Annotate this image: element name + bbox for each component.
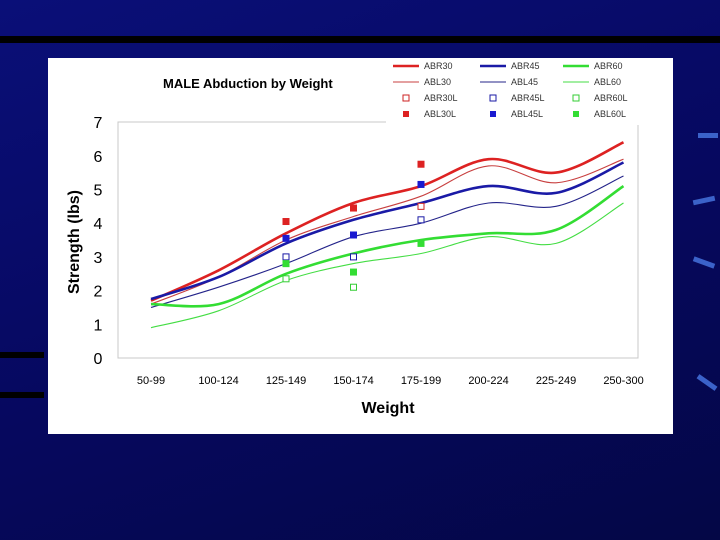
legend-label: ABL30L	[424, 109, 456, 119]
background-accent	[692, 256, 716, 269]
series-lines	[150, 141, 625, 329]
legend-label: ABL45L	[511, 109, 543, 119]
marker-abr45l	[282, 253, 290, 261]
y-tick-label: 0	[94, 351, 103, 368]
series-line-abr45	[150, 161, 625, 301]
legend-swatch	[402, 94, 410, 102]
marker-abr45l	[350, 253, 357, 261]
legend-label: ABR30L	[424, 93, 458, 103]
marker-abl30l	[282, 218, 290, 226]
background-accent	[698, 133, 718, 138]
legend-label: ABR45	[511, 61, 540, 71]
y-tick-label: 3	[94, 250, 103, 267]
marker-abl30l	[417, 160, 425, 168]
legend-label: ABL30	[424, 77, 451, 87]
y-ticks: 0 1 2 3 4 5 6 7	[94, 115, 103, 368]
marker-abr30l	[417, 202, 425, 210]
legend-swatch	[572, 94, 580, 102]
legend-label: ABR30	[424, 61, 453, 71]
marker-abl30l	[350, 204, 357, 212]
series-line-abr30	[150, 141, 625, 302]
x-tick-label: 175-199	[401, 375, 441, 387]
legend-swatch	[489, 94, 497, 102]
marker-abr60l	[350, 283, 357, 291]
y-tick-label: 5	[94, 183, 103, 200]
y-axis-label: Strength (lbs)	[66, 190, 83, 294]
background-accent	[692, 195, 716, 206]
x-tick-label: 150-174	[333, 375, 373, 387]
marker-abl60l	[350, 268, 357, 276]
marker-abl60l	[282, 260, 290, 268]
marker-abl60l	[417, 239, 425, 247]
plot-area	[117, 121, 639, 359]
marker-abl45l	[417, 180, 425, 188]
chart-title: MALE Abduction by Weight	[163, 76, 333, 91]
y-tick-label: 6	[94, 149, 103, 166]
series-line-abr60	[150, 185, 625, 308]
y-tick-label: 1	[94, 317, 103, 334]
legend-swatch	[573, 111, 579, 117]
legend-label: ABR60L	[594, 93, 628, 103]
x-tick-label: 225-249	[536, 375, 576, 387]
y-tick-label: 7	[94, 115, 103, 132]
series-line-abl60	[150, 202, 624, 329]
background-bar	[0, 352, 44, 358]
marker-abr45l	[417, 216, 425, 224]
y-tick-label: 2	[94, 284, 103, 301]
x-axis-label: Weight	[361, 400, 415, 417]
legend-label: ABR45L	[511, 93, 545, 103]
legend-label: ABR60	[594, 61, 623, 71]
marker-abl45l	[282, 234, 290, 242]
marker-abl45l	[350, 231, 357, 239]
background-accent	[696, 374, 718, 391]
legend-swatch	[403, 111, 409, 117]
legend-label: ABL60L	[594, 109, 626, 119]
legend-label: ABL60	[594, 77, 621, 87]
x-tick-label: 125-149	[266, 375, 306, 387]
y-tick-label: 4	[94, 216, 103, 233]
background-bar	[0, 392, 44, 398]
x-tick-label: 50-99	[137, 375, 165, 387]
chart-panel: MALE Abduction by Weight Weight Strength…	[48, 58, 673, 434]
chart: MALE Abduction by Weight Weight Strength…	[66, 59, 672, 417]
background-bar	[0, 36, 720, 43]
x-ticks: 50-99 100-124 125-149 150-174 175-199 200-224…	[137, 375, 644, 387]
series-line-abl45	[150, 175, 624, 308]
legend-items: ABR30 ABR45 ABR60 ABL30 ABL45 ABL60 ABR30L ABR4…	[393, 61, 628, 119]
series-markers	[282, 160, 425, 291]
x-tick-label: 100-124	[198, 375, 238, 387]
legend-label: ABL45	[511, 77, 538, 87]
x-tick-label: 250-300	[603, 375, 643, 387]
marker-abr60l	[282, 275, 290, 283]
legend-swatch	[490, 111, 496, 117]
x-tick-label: 200-224	[468, 375, 508, 387]
legend	[386, 59, 672, 125]
